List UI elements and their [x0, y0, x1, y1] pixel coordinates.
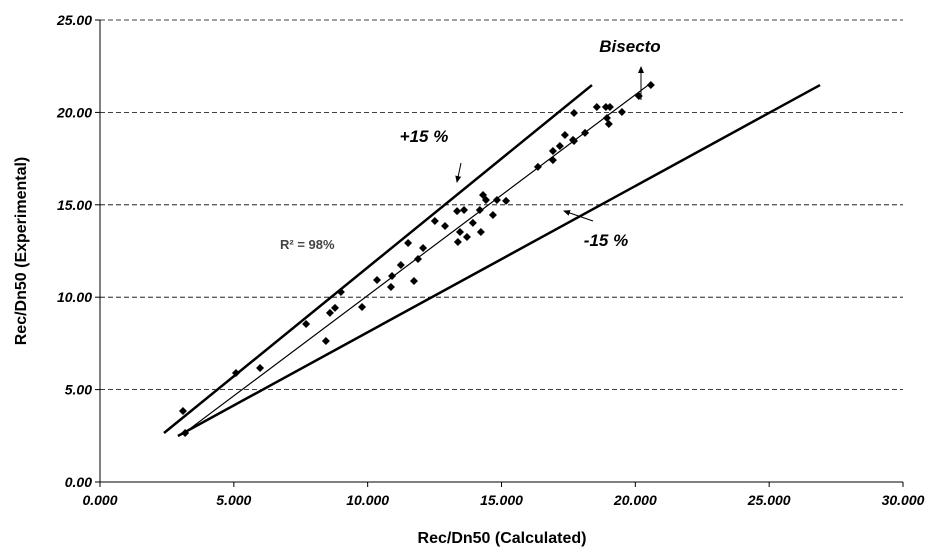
point	[548, 147, 557, 156]
point	[560, 130, 569, 139]
y-tick-label: 15.00	[57, 197, 92, 213]
point	[601, 103, 610, 112]
point	[430, 217, 439, 226]
point	[570, 137, 579, 146]
y-tick-label: 25.00	[56, 12, 92, 28]
point	[321, 336, 330, 345]
x-tick-label: 20.000	[613, 492, 657, 508]
point	[419, 244, 428, 253]
point	[453, 207, 462, 216]
point	[548, 156, 557, 165]
y-axis-title: Rec/Dn50 (Experimental)	[13, 157, 30, 346]
point	[492, 195, 501, 204]
point	[468, 218, 477, 227]
point	[396, 261, 405, 270]
point	[605, 103, 614, 112]
point	[481, 195, 490, 204]
point	[181, 429, 190, 438]
point	[646, 81, 655, 90]
x-tick-label: 0.000	[82, 492, 117, 508]
point	[502, 196, 511, 205]
point	[604, 120, 613, 129]
point	[453, 237, 462, 246]
y-tick-label: 0.00	[65, 474, 92, 490]
x-tick-label: 30.000	[882, 492, 925, 508]
x-axis-title: Rec/Dn50 (Calculated)	[418, 530, 587, 547]
point	[602, 113, 611, 122]
point	[555, 142, 564, 151]
point	[533, 162, 542, 171]
point	[373, 276, 382, 285]
point	[331, 303, 340, 312]
point	[386, 283, 395, 292]
point	[358, 302, 367, 311]
point	[404, 239, 413, 248]
fit-line	[163, 84, 593, 434]
annotation: +15 %	[400, 127, 449, 146]
point	[634, 91, 643, 100]
point	[388, 271, 397, 280]
x-tick-label: 10.000	[346, 492, 389, 508]
annotation-arrow	[455, 162, 462, 183]
point	[302, 319, 311, 328]
point	[441, 222, 450, 231]
point	[476, 227, 485, 236]
y-tick-label: 10.00	[57, 289, 92, 305]
fit-line	[177, 83, 821, 438]
point	[325, 308, 334, 317]
x-tick-label: 15.000	[480, 492, 523, 508]
point	[592, 103, 601, 112]
x-tick-label: 5.000	[216, 492, 251, 508]
point	[460, 205, 469, 214]
point	[413, 254, 422, 263]
annotation: Bisecto	[599, 37, 660, 56]
annotation: -15 %	[584, 231, 628, 250]
point	[475, 205, 484, 214]
point	[456, 227, 465, 236]
point	[336, 288, 345, 297]
point	[256, 363, 265, 372]
y-tick-label: 5.00	[65, 382, 92, 398]
y-tick-label: 20.00	[56, 104, 92, 120]
point	[617, 108, 626, 117]
point	[570, 108, 579, 117]
point	[462, 232, 471, 241]
point	[581, 128, 590, 137]
point	[178, 407, 187, 416]
point	[488, 210, 497, 219]
point	[231, 368, 240, 377]
x-tick-label: 25.000	[747, 492, 791, 508]
annotation: R² = 98%	[280, 237, 335, 252]
point	[409, 276, 418, 285]
